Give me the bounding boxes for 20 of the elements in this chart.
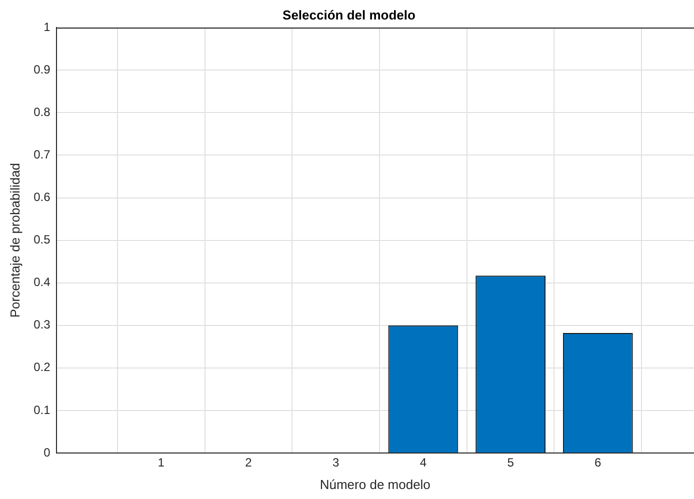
y-tick-label: 0.3: [34, 318, 51, 332]
y-tick-label: 1: [44, 20, 51, 34]
y-axis-title: Porcentaje de probabilidad: [7, 162, 22, 318]
y-tick-label: 0.2: [34, 360, 51, 374]
y-tick-label: 0.8: [34, 104, 51, 119]
x-axis-title: Número de modelo: [320, 476, 430, 492]
y-tick-label: 0.7: [34, 148, 51, 162]
y-tick-label: 0: [44, 445, 51, 460]
y-tick-label: 0.6: [34, 190, 51, 204]
x-tick-label: 6: [594, 456, 602, 470]
x-tick-label: 1: [158, 456, 165, 470]
y-tick-label: 0.9: [34, 62, 51, 76]
x-tick-label: 3: [332, 456, 340, 470]
x-tick-label: 4: [420, 456, 427, 470]
y-tick-label: 0.5: [34, 232, 51, 247]
y-tick-label: 0.1: [34, 402, 51, 417]
x-tick-label: 2: [245, 456, 252, 470]
y-tick-label: 0.4: [34, 275, 51, 290]
x-tick-label: 5: [507, 456, 514, 470]
chart-title: Selección del modelo: [282, 7, 416, 22]
